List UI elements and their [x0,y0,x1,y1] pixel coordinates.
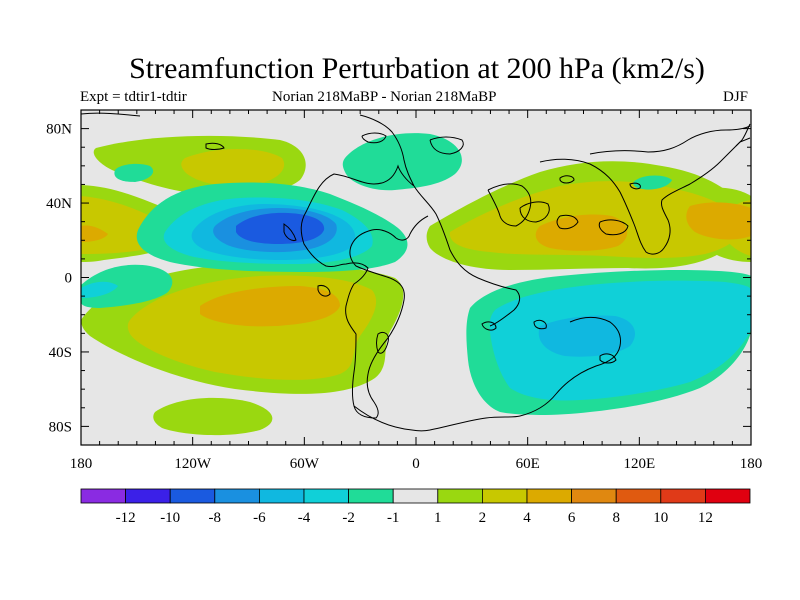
colorbar-label: 12 [698,510,713,526]
colorbar-swatch [169,488,216,504]
colorbar-swatch [348,488,394,504]
colorbar-swatch [258,488,305,504]
colorbar-swatch [526,488,572,504]
x-tick-label: 60W [290,456,320,472]
x-tick-label: 120E [623,456,655,472]
colorbar-swatch [481,488,528,504]
colorbar-swatch [660,488,706,504]
colorbar-label: -1 [387,510,400,526]
colorbar-swatch [125,488,171,504]
x-axis-labels: 180 120W 60W 0 60E 120E 180 [70,456,763,472]
colorbar-label: 4 [523,510,531,526]
level-positive-4 [81,202,751,327]
y-tick-label: 80N [46,122,72,138]
colorbar-label: 8 [612,510,620,526]
colorbar-swatch [214,488,260,504]
y-tick-label: 80S [49,419,72,435]
colorbar-label: -10 [160,510,180,526]
season-label: DJF [723,89,749,105]
colorbar-label: 10 [653,510,668,526]
colorbar-label: -8 [209,510,222,526]
y-tick-label: 0 [65,271,73,287]
page-title: Streamfunction Perturbation at 200 hPa (… [129,52,705,85]
colorbar-label: 6 [568,510,576,526]
colorbar-swatch [303,488,349,504]
x-tick-label: 180 [70,456,93,472]
colorbar-label: -2 [342,510,355,526]
colorbar-swatch [705,488,751,504]
colorbar-swatch [615,488,662,504]
experiment-label: Expt = tdtir1-tdtir [80,89,187,105]
axis-ticks [80,109,752,446]
colorbar: -12 -10 -8 -6 -4 -2 -1 1 2 4 6 8 10 12 [80,488,751,526]
colorbar-label: -12 [116,510,136,526]
colorbar-swatch [392,488,439,504]
colorbar-swatch [80,488,126,504]
colorbar-label: 1 [434,510,442,526]
colorbar-swatch [571,488,617,504]
y-tick-label: 40S [49,345,72,361]
x-tick-label: 120W [174,456,212,472]
coastlines [81,112,751,432]
y-axis-labels: 80N 40N 0 40S 80S [46,122,72,436]
colorbar-swatch [437,488,483,504]
contour-fields [81,110,751,445]
x-tick-label: 60E [516,456,540,472]
colorbar-label: -6 [253,510,266,526]
x-tick-label: 180 [740,456,763,472]
x-tick-label: 0 [412,456,420,472]
colorbar-label: 2 [479,510,487,526]
comparison-label: Norian 218MaBP - Norian 218MaBP [272,89,497,105]
colorbar-label: -4 [298,510,311,526]
y-tick-label: 40N [46,196,72,212]
